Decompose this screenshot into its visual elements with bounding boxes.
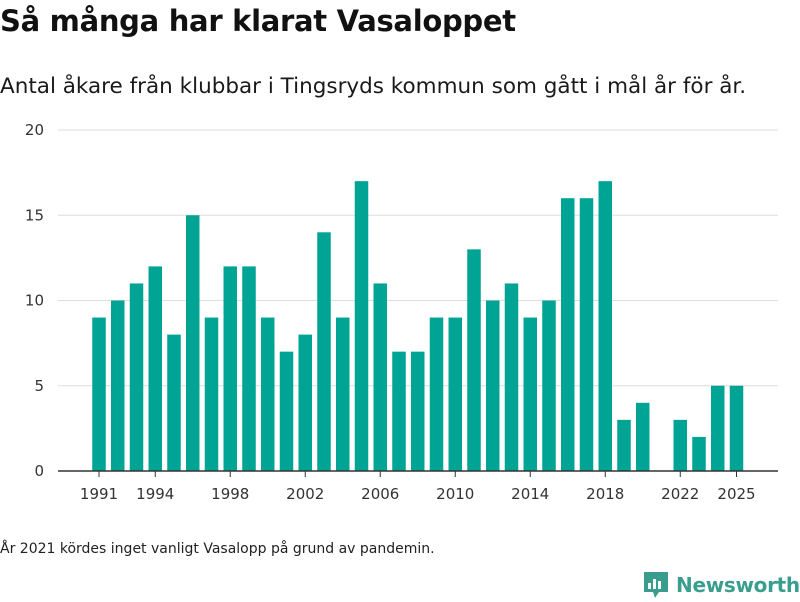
bar-2014 (523, 317, 537, 471)
x-tick-label: 2014 (511, 485, 549, 503)
bar-1999 (242, 266, 256, 471)
bar-1992 (111, 300, 125, 471)
bar-2008 (411, 351, 425, 471)
bar-1994 (148, 266, 162, 471)
bar-2013 (504, 283, 519, 471)
bar-2000 (261, 317, 275, 471)
y-tick-label: 0 (34, 462, 44, 480)
bar-1996 (186, 215, 200, 471)
bar-1998 (223, 266, 237, 471)
x-tick-label: 2022 (661, 485, 699, 503)
bar-1991 (92, 317, 106, 471)
bar-2006 (373, 283, 387, 471)
footnote: År 2021 kördes inget vanligt Vasalopp på… (0, 541, 435, 557)
bar-2010 (448, 317, 462, 471)
bars (92, 181, 744, 471)
x-tick-label: 2025 (717, 485, 755, 503)
bar-2007 (392, 351, 406, 471)
bar-chart: 0 5 10 15 20 1991 1994 1998 2002 2006 2010 2014 201… (25, 121, 778, 503)
bar-2019 (617, 419, 631, 471)
bar-2015 (542, 300, 556, 471)
bar-2004 (336, 317, 350, 471)
bar-2022 (673, 419, 687, 471)
bar-1993 (129, 283, 144, 471)
brand-name: Newsworthy (676, 573, 800, 597)
bar-2017 (579, 198, 594, 471)
y-axis-ticks: 0 5 10 15 20 (25, 121, 44, 480)
bar-2005 (354, 181, 369, 471)
bar-1997 (204, 317, 219, 471)
bar-chart-logo-icon (644, 572, 668, 598)
x-tick-label: 1994 (136, 485, 174, 503)
chart-subtitle: Antal åkare från klubbar i Tingsryds kom… (0, 74, 747, 99)
bar-2003 (317, 232, 331, 471)
bar-2012 (486, 300, 500, 471)
x-tick-label: 2010 (436, 485, 474, 503)
y-tick-label: 5 (34, 377, 44, 395)
bar-2018 (598, 181, 612, 471)
bar-1995 (167, 334, 181, 471)
bar-2023 (692, 436, 706, 471)
brand-logo: Newsworthy (642, 568, 800, 602)
bar-2024 (711, 385, 725, 471)
y-tick-label: 15 (25, 206, 44, 224)
bar-2011 (467, 249, 481, 471)
bar-2002 (298, 334, 312, 471)
bar-2020 (636, 402, 650, 471)
x-tick-label: 2018 (586, 485, 624, 503)
y-tick-label: 10 (25, 292, 44, 310)
x-axis-ticks: 1991 1994 1998 2002 2006 2010 2014 2018 2022 2025 (80, 471, 756, 503)
bar-2025 (729, 385, 744, 471)
chart-title: Så många har klarat Vasaloppet (0, 4, 516, 38)
x-tick-label: 1991 (80, 485, 118, 503)
grid-lines (58, 129, 778, 387)
y-tick-label: 20 (25, 121, 44, 139)
x-tick-label: 1998 (211, 485, 249, 503)
x-tick-label: 2002 (286, 485, 324, 503)
bar-2016 (561, 198, 575, 471)
bar-2009 (429, 317, 444, 471)
x-tick-label: 2006 (361, 485, 399, 503)
bar-2001 (279, 351, 294, 471)
